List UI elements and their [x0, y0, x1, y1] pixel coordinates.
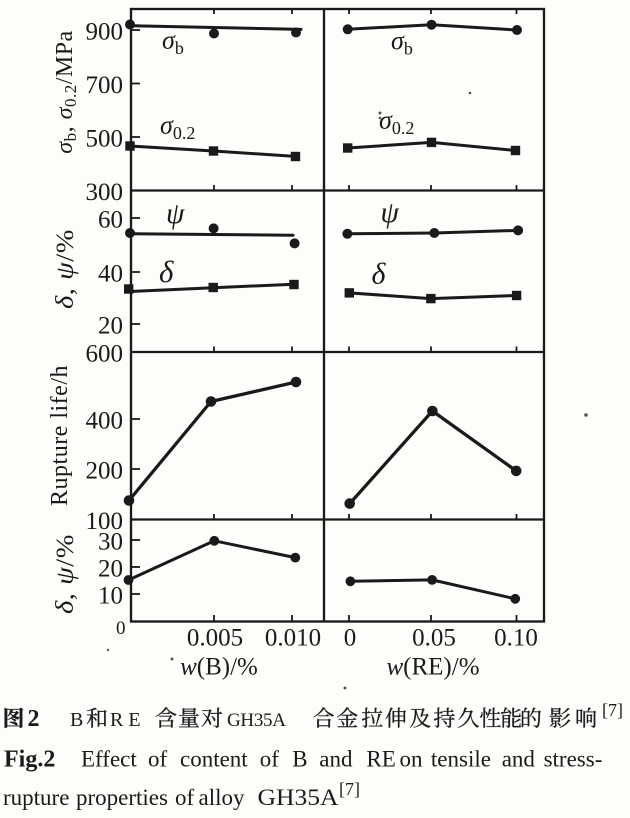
svg-text:RE: RE — [110, 709, 141, 731]
svg-text:0.10: 0.10 — [494, 625, 538, 652]
svg-text:σ0.2: σ0.2 — [379, 106, 414, 139]
svg-text:w(B)/%: w(B)/% — [180, 654, 258, 681]
svg-text:2: 2 — [28, 706, 40, 732]
svg-text:700: 700 — [86, 72, 124, 99]
svg-text:Rupture life/h: Rupture life/h — [47, 365, 73, 506]
svg-text:400: 400 — [86, 407, 124, 434]
svg-text:δ, ψ/%: δ, ψ/% — [52, 534, 79, 614]
svg-text:0.05: 0.05 — [412, 625, 456, 652]
svg-text:10: 10 — [98, 582, 123, 609]
svg-text:[7]: [7] — [602, 700, 623, 720]
svg-text:δ, ψ/%: δ, ψ/% — [52, 229, 79, 309]
svg-text:w(RE)/%: w(RE)/% — [386, 654, 479, 681]
svg-text:Fig.2: Fig.2 — [4, 747, 55, 773]
svg-text:0.010: 0.010 — [265, 625, 321, 652]
svg-text:20: 20 — [98, 555, 123, 582]
svg-text:40: 40 — [98, 260, 123, 287]
svg-text:20: 20 — [98, 312, 123, 339]
svg-text:δ: δ — [159, 254, 174, 289]
svg-text:ψ: ψ — [381, 197, 400, 229]
svg-text:300: 300 — [86, 179, 124, 206]
svg-text:ψ: ψ — [166, 198, 185, 230]
svg-text:60: 60 — [98, 206, 123, 233]
svg-text:σb: σb — [391, 26, 413, 59]
svg-text:100: 100 — [86, 508, 124, 535]
svg-text:900: 900 — [86, 18, 124, 45]
svg-text:B: B — [70, 709, 83, 731]
svg-text:600: 600 — [86, 340, 124, 367]
svg-text:GH35A: GH35A — [227, 710, 286, 731]
svg-text:0: 0 — [116, 618, 126, 639]
svg-text:δ: δ — [372, 258, 387, 291]
svg-text:σb: σb — [162, 26, 184, 59]
svg-text:σ0.2: σ0.2 — [160, 111, 195, 144]
svg-text:200: 200 — [86, 457, 124, 484]
svg-text:[7]: [7] — [339, 779, 360, 799]
svg-text:500: 500 — [86, 125, 124, 152]
svg-text:σb, σ0.2/MPa: σb, σ0.2/MPa — [52, 30, 80, 153]
svg-text:30: 30 — [98, 528, 123, 555]
svg-text:0: 0 — [344, 625, 357, 652]
svg-text:0.005: 0.005 — [187, 625, 243, 652]
